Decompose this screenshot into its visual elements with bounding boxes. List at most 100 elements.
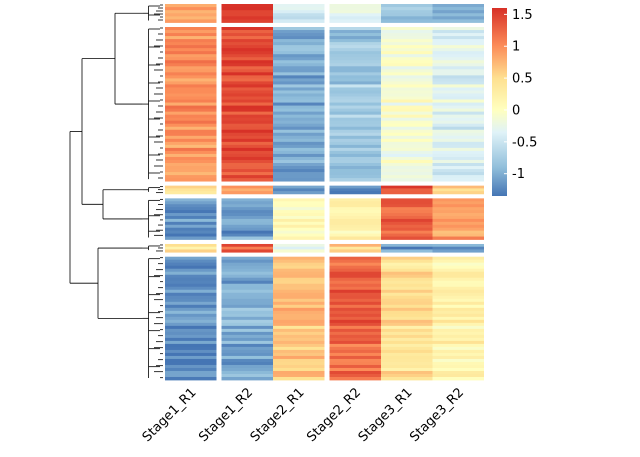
heatmap-cell — [329, 298, 381, 303]
heatmap-cell — [221, 178, 273, 182]
heatmap-cell — [221, 221, 273, 226]
heatmap-cell — [165, 48, 217, 52]
heatmap-cell — [432, 75, 484, 79]
heatmap-cell — [273, 295, 325, 300]
heatmap-cell — [165, 274, 217, 279]
heatmap-cell — [221, 4, 273, 8]
heatmap-cell — [329, 364, 381, 369]
heatmap-cell — [381, 307, 433, 312]
heatmap-cell — [381, 204, 433, 208]
heatmap-cell — [273, 60, 325, 64]
heatmap-cell — [221, 218, 273, 223]
heatmap-cell — [381, 114, 433, 119]
heatmap-cell — [273, 185, 325, 189]
heatmap-cell — [165, 316, 217, 321]
heatmap-cell — [165, 249, 217, 253]
heatmap-cell — [273, 221, 325, 226]
heatmap-cell — [381, 221, 433, 226]
heatmap-cell — [329, 69, 381, 73]
heatmap-cell — [221, 274, 273, 279]
heatmap-cell — [221, 163, 273, 167]
heatmap-cell — [165, 10, 217, 14]
heatmap-cell — [381, 262, 433, 267]
heatmap-cell — [273, 292, 325, 297]
heatmap-cell — [165, 69, 217, 73]
heatmap-cell — [329, 268, 381, 273]
heatmap-cell — [165, 227, 217, 232]
heatmap-cell — [165, 138, 217, 143]
heatmap-cell — [221, 54, 273, 58]
heatmap-cell — [273, 126, 325, 131]
heatmap-cell — [165, 19, 217, 23]
heatmap-cell — [273, 328, 325, 333]
heatmap-cell — [273, 313, 325, 318]
heatmap-cell — [165, 72, 217, 76]
heatmap-cell — [329, 111, 381, 116]
heatmap-cell — [165, 93, 217, 97]
heatmap-cell — [381, 265, 433, 270]
heatmap-cell — [432, 172, 484, 176]
heatmap-cell — [329, 277, 381, 282]
heatmap-cell — [329, 135, 381, 140]
heatmap-cell — [165, 63, 217, 67]
heatmap-cell — [432, 191, 484, 195]
heatmap-cell — [432, 277, 484, 282]
heatmap-cell — [329, 230, 381, 234]
heatmap-cell — [221, 166, 273, 170]
heatmap-cell — [329, 150, 381, 155]
heatmap-cell — [221, 265, 273, 270]
heatmap-cell — [432, 156, 484, 161]
heatmap-cell — [381, 175, 433, 179]
heatmap-cell — [221, 63, 273, 67]
heatmap-cell — [273, 304, 325, 309]
heatmap-cell — [432, 16, 484, 20]
heatmap-cell — [221, 105, 273, 109]
heatmap-cell — [432, 150, 484, 155]
heatmap-cell — [221, 316, 273, 321]
heatmap-cell — [432, 60, 484, 64]
heatmap-cell — [381, 27, 433, 31]
heatmap-cell — [329, 337, 381, 342]
heatmap-cell — [329, 210, 381, 214]
heatmap-cell — [221, 328, 273, 333]
heatmap-cell — [432, 358, 484, 363]
heatmap-cell — [221, 210, 273, 214]
heatmap-cell — [221, 90, 273, 94]
heatmap-cell — [221, 307, 273, 312]
heatmap-cell — [273, 325, 325, 330]
heatmap-cell — [381, 93, 433, 97]
heatmap-cell — [381, 54, 433, 58]
heatmap-cell — [329, 358, 381, 363]
heatmap-cell — [381, 322, 433, 327]
heatmap-cell — [221, 337, 273, 342]
heatmap-cell — [273, 337, 325, 342]
heatmap-cell — [273, 120, 325, 125]
legend-tick-label: -1 — [512, 167, 525, 182]
heatmap-cell — [221, 355, 273, 360]
heatmap-cell — [165, 120, 217, 125]
heatmap-cell — [381, 292, 433, 297]
heatmap-cell — [329, 286, 381, 291]
heatmap-cell — [329, 45, 381, 49]
heatmap-cell — [221, 141, 273, 146]
heatmap-cell — [221, 120, 273, 125]
heatmap-cell — [381, 310, 433, 315]
heatmap-cell — [221, 367, 273, 372]
heatmap-cell — [273, 96, 325, 100]
heatmap-cell — [432, 111, 484, 116]
heatmap-cell — [221, 207, 273, 211]
heatmap-cell — [165, 163, 217, 167]
heatmap-cell — [432, 370, 484, 375]
heatmap-cell — [221, 99, 273, 103]
heatmap-cell — [165, 172, 217, 176]
heatmap-cell — [381, 301, 433, 306]
heatmap-cell — [273, 204, 325, 208]
heatmap-cell — [432, 84, 484, 88]
heatmap-cell — [432, 129, 484, 134]
heatmap-cell — [165, 117, 217, 122]
heatmap-cell — [165, 337, 217, 342]
heatmap-cell — [165, 310, 217, 315]
heatmap-cells — [165, 4, 484, 381]
heatmap-cell — [165, 207, 217, 211]
